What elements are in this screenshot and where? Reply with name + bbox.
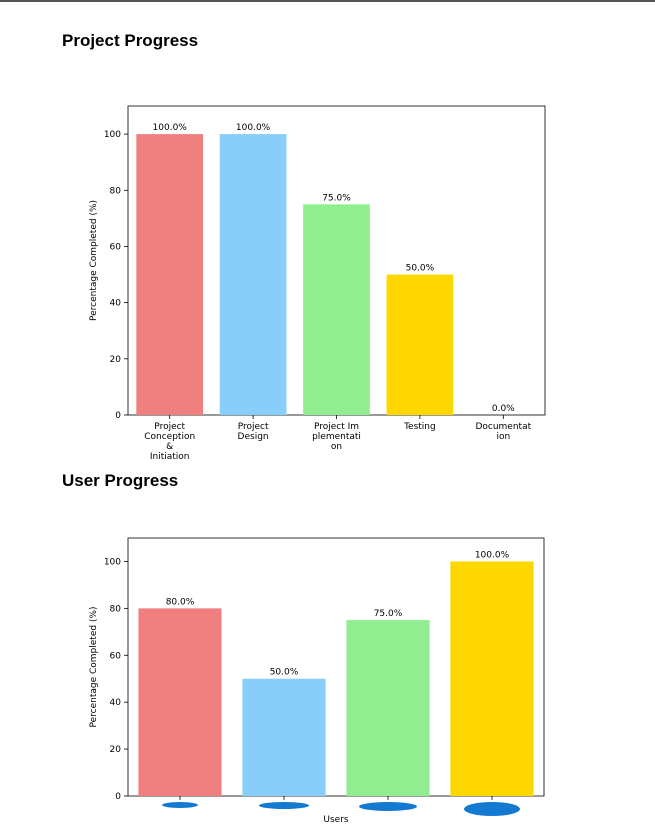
data-label: 100.0%: [153, 123, 188, 133]
y-tick-label: 80: [110, 186, 122, 196]
y-tick-label: 60: [110, 242, 122, 252]
y-tick-label: 40: [110, 698, 122, 708]
redacted-user-name: [464, 802, 520, 816]
y-axis-label: Percentage Completed (%): [89, 606, 99, 727]
data-label: 75.0%: [322, 193, 351, 203]
user-progress-chart: 0 20 40 60 80 100 Percentage Completed (%) 80.0…: [89, 537, 545, 825]
bar: [386, 274, 454, 415]
x-tick-label: on: [331, 442, 342, 452]
x-tick-label: Initiation: [150, 452, 190, 460]
x-tick-label: Design: [238, 432, 269, 442]
bar: [138, 608, 222, 796]
x-axis-label: Users: [323, 815, 349, 825]
data-label: 100.0%: [475, 550, 510, 560]
y-tick-label: 0: [115, 411, 121, 421]
bar: [242, 678, 326, 796]
x-tick-label: Conception: [144, 432, 195, 442]
y-tick-label: 20: [110, 745, 122, 755]
x-tick-label: Documentat: [475, 422, 531, 432]
redacted-user-name: [359, 802, 417, 811]
x-tick-label: ion: [496, 432, 510, 442]
data-label: 50.0%: [406, 264, 435, 274]
data-label: 80.0%: [166, 597, 195, 607]
x-tick-label: Testing: [403, 422, 436, 432]
section-title-user-progress: User Progress: [62, 471, 179, 490]
y-tick-label: 40: [110, 299, 122, 309]
project-progress-chart: 0 20 40 60 80 100 Percentage Completed (%) 100.…: [89, 105, 546, 460]
y-tick-label: 0: [115, 792, 121, 802]
y-tick-label: 100: [104, 557, 121, 567]
top-divider: [0, 0, 655, 2]
data-label: 0.0%: [492, 404, 515, 414]
x-tick-label: plementati: [312, 432, 361, 442]
y-tick-label: 20: [110, 355, 122, 365]
data-label: 75.0%: [374, 609, 403, 619]
redacted-user-name: [162, 802, 198, 808]
bar: [303, 204, 370, 415]
y-tick-label: 80: [110, 604, 122, 614]
axes-frame: [127, 537, 545, 797]
bar: [346, 620, 430, 796]
x-tick-label: Project: [154, 422, 185, 432]
x-tick-label: &: [166, 442, 173, 452]
y-axis-label: Percentage Completed (%): [89, 200, 99, 321]
x-tick-label: Project Im: [314, 422, 359, 432]
data-label: 100.0%: [236, 123, 271, 133]
y-tick-label: 60: [110, 651, 122, 661]
bar: [136, 134, 204, 415]
redacted-user-name: [259, 802, 309, 809]
bar: [450, 561, 534, 796]
section-title-project-progress: Project Progress: [62, 31, 199, 50]
y-tick-label: 100: [104, 130, 121, 140]
data-label: 50.0%: [270, 668, 299, 678]
x-tick-label: Project: [238, 422, 269, 432]
bar: [219, 134, 287, 415]
